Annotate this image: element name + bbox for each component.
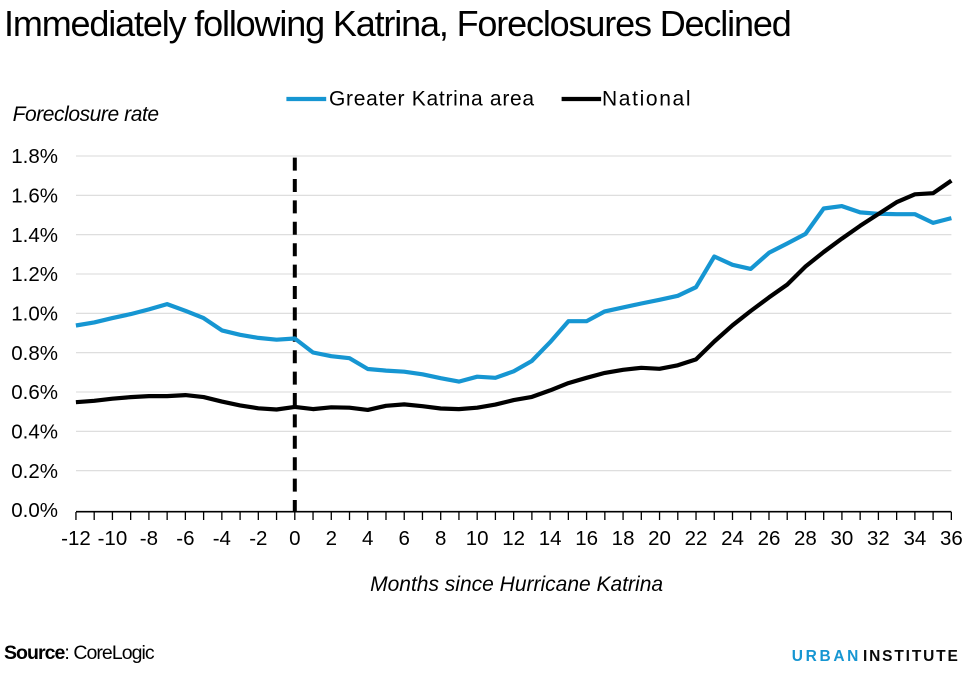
svg-text:22: 22 — [685, 527, 708, 550]
svg-text:2: 2 — [326, 527, 337, 550]
svg-text:12: 12 — [502, 527, 525, 550]
svg-text:36: 36 — [940, 527, 963, 550]
svg-text:26: 26 — [758, 527, 781, 550]
svg-text:16: 16 — [575, 527, 598, 550]
svg-text:24: 24 — [721, 527, 744, 550]
svg-text:4: 4 — [362, 527, 373, 550]
svg-text:-12: -12 — [61, 527, 91, 550]
svg-text:0.0%: 0.0% — [11, 499, 58, 522]
svg-text:1.6%: 1.6% — [11, 185, 58, 208]
svg-text:-8: -8 — [140, 527, 158, 550]
svg-text:1.4%: 1.4% — [11, 224, 58, 247]
svg-text:-4: -4 — [213, 527, 231, 550]
svg-text:-2: -2 — [249, 527, 267, 550]
svg-text:1.2%: 1.2% — [11, 263, 58, 286]
svg-text:34: 34 — [903, 527, 926, 550]
svg-text:0.2%: 0.2% — [11, 460, 58, 483]
svg-text:-6: -6 — [176, 527, 194, 550]
svg-text:1.0%: 1.0% — [11, 303, 58, 326]
svg-text:32: 32 — [867, 527, 890, 550]
svg-text:Source: CoreLogic: Source: CoreLogic — [4, 642, 155, 664]
svg-text:8: 8 — [435, 527, 446, 550]
svg-text:-10: -10 — [98, 527, 128, 550]
svg-text:28: 28 — [794, 527, 817, 550]
svg-text:14: 14 — [539, 527, 562, 550]
svg-text:0.8%: 0.8% — [11, 342, 58, 365]
svg-text:20: 20 — [648, 527, 671, 550]
svg-text:Months since Hurricane Katrina: Months since Hurricane Katrina — [370, 573, 663, 596]
svg-text:30: 30 — [831, 527, 854, 550]
svg-text:10: 10 — [466, 527, 489, 550]
svg-text:URBAN: URBAN — [792, 648, 861, 665]
svg-text:Greater Katrina area: Greater Katrina area — [329, 88, 535, 111]
svg-text:INSTITUTE: INSTITUTE — [863, 648, 960, 665]
svg-text:6: 6 — [399, 527, 410, 550]
svg-text:18: 18 — [612, 527, 635, 550]
svg-text:Immediately following Katrina,: Immediately following Katrina, Foreclosu… — [4, 3, 791, 44]
svg-text:0.4%: 0.4% — [11, 421, 58, 444]
svg-text:National: National — [602, 88, 692, 111]
svg-text:1.8%: 1.8% — [11, 145, 58, 168]
svg-text:0.6%: 0.6% — [11, 381, 58, 404]
svg-text:0: 0 — [289, 527, 300, 550]
svg-text:Foreclosure rate: Foreclosure rate — [13, 103, 159, 126]
